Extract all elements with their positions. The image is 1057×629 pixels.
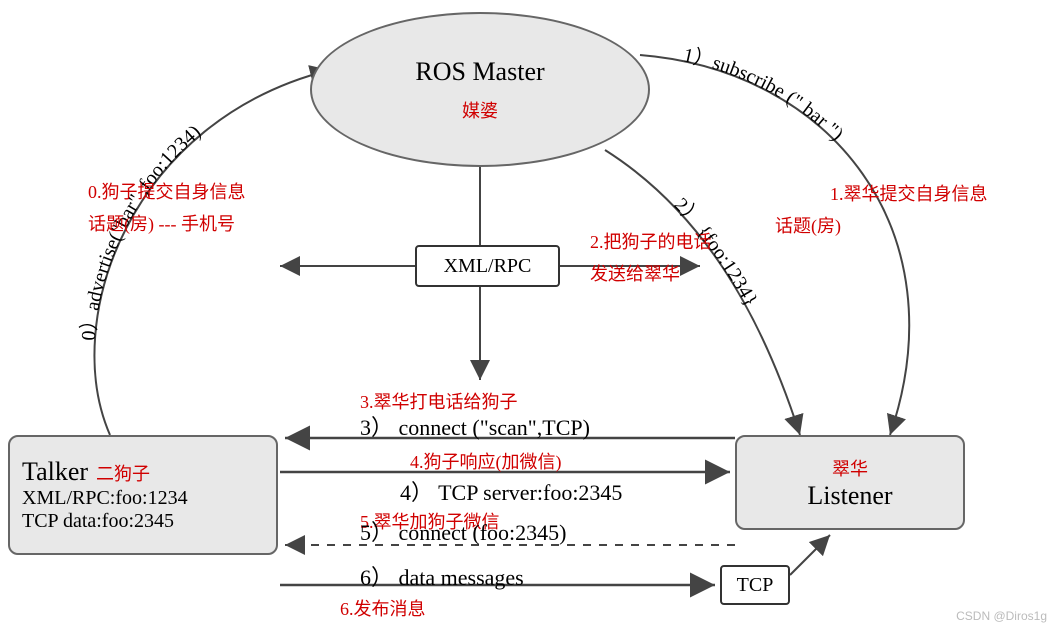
step-5: 5） connect (foo:2345)	[360, 515, 567, 547]
listener-title: Listener	[807, 481, 892, 511]
ann-4: 4.狗子响应(加微信)	[410, 448, 562, 474]
step-1: 1）subscribe (" bar ")	[681, 44, 847, 145]
ann-1-line1: 1.翠华提交自身信息	[830, 180, 988, 206]
talker-line1: XML/RPC:foo:1234	[22, 487, 188, 510]
xmlrpc-label: XML/RPC	[444, 255, 532, 278]
ros-master-node: ROS Master 媒婆	[310, 12, 650, 167]
step-3: 3） connect ("scan",TCP)	[360, 410, 590, 442]
ann-2-line1: 2.把狗子的电话	[590, 228, 712, 254]
listener-node: 翠华 Listener	[735, 435, 965, 530]
ros-master-annotation: 媒婆	[462, 97, 498, 123]
talker-annotation: 二狗子	[96, 460, 150, 486]
talker-title: Talker	[22, 457, 88, 487]
talker-node: Talker 二狗子 XML/RPC:foo:1234 TCP data:foo…	[8, 435, 278, 555]
step-6: 6） data messages	[360, 560, 524, 592]
step-4: 4） TCP server:foo:2345	[400, 475, 622, 507]
listener-annotation: 翠华	[832, 455, 868, 481]
xmlrpc-node: XML/RPC	[415, 245, 560, 287]
ann-0-line2: 话题(房) --- 手机号	[88, 210, 235, 236]
ann-2-line2: 发送给翠华	[590, 260, 680, 286]
diagram-canvas: 0）advertise("bar" ,foo:1234) 1）subscribe…	[0, 0, 1057, 629]
ann-1-line2: 话题(房)	[775, 212, 841, 238]
svg-text:1）subscribe (" bar "): 1）subscribe (" bar ")	[681, 44, 847, 145]
ros-master-label: ROS Master	[415, 57, 544, 87]
watermark: CSDN @Diros1g	[956, 609, 1047, 623]
ann-0-line1: 0.狗子提交自身信息	[88, 178, 246, 204]
ann-6: 6.发布消息	[340, 595, 426, 621]
tcp-label: TCP	[737, 574, 774, 597]
talker-line2: TCP data:foo:2345	[22, 510, 174, 533]
tcp-node: TCP	[720, 565, 790, 605]
